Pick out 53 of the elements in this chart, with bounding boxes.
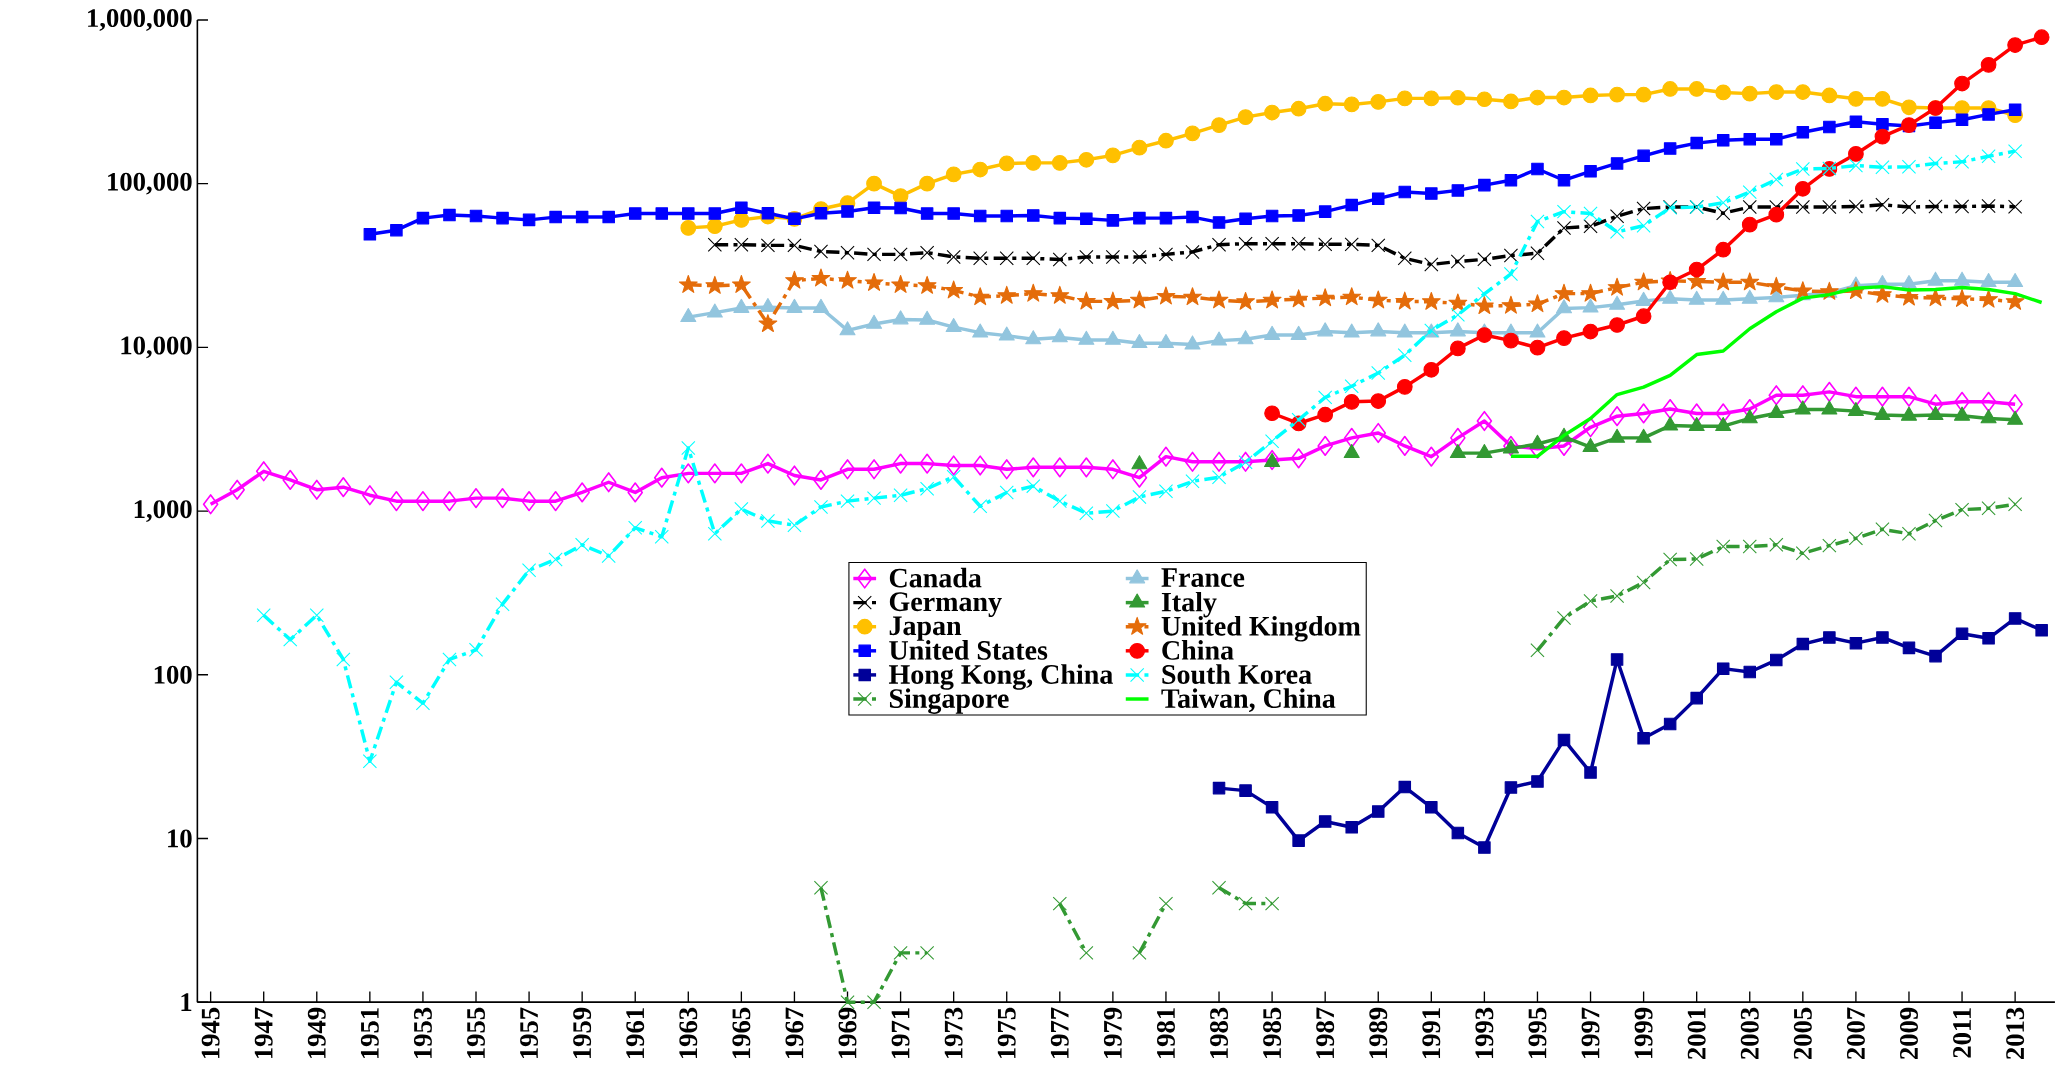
y-tick-label: 100 [154, 665, 192, 684]
x-tick-label: 2011 [1953, 1008, 1972, 1058]
legend-label: Italy [1161, 591, 1217, 618]
y-tick-label: 10 [168, 829, 192, 848]
x-tick-label: 1987 [1316, 1007, 1335, 1058]
x-tick-label: 1949 [307, 1007, 326, 1058]
x-tick-label: 1977 [1050, 1007, 1069, 1058]
legend-label: South Korea [1162, 664, 1312, 684]
y-tick-label: 10,000 [121, 336, 192, 359]
x-tick-label: 2001 [1687, 1008, 1706, 1060]
x-tick-label: 2007 [1846, 1007, 1865, 1060]
x-tick-label: 1979 [1103, 1007, 1122, 1058]
legend-label: China [1162, 640, 1234, 660]
x-tick-label: 1951 [360, 1008, 379, 1058]
x-tick-label: 2005 [1793, 1007, 1812, 1060]
x-tick-label: 1965 [732, 1007, 751, 1058]
x-tick-label: 1997 [1581, 1007, 1600, 1058]
legend-label: Canada [889, 567, 982, 588]
x-tick-label: 1993 [1475, 1007, 1494, 1058]
x-tick-label: 1955 [467, 1007, 485, 1058]
x-tick-label: 1981 [1156, 1008, 1175, 1058]
legend-label: Japan [889, 616, 962, 641]
x-tick-label: 1953 [413, 1007, 432, 1058]
x-tick-label: 1975 [997, 1007, 1016, 1058]
x-tick-label: 2013 [2006, 1007, 2025, 1060]
legend-label: Germany [889, 592, 1002, 617]
x-tick-label: 1959 [573, 1007, 592, 1058]
x-tick-label: 1999 [1634, 1007, 1653, 1058]
x-tick-label: 1969 [838, 1007, 857, 1058]
y-tick-label: 1 [181, 993, 192, 1011]
x-tick-label: 1991 [1422, 1008, 1441, 1058]
y-tick-label: 100,000 [108, 172, 192, 195]
x-tick-label: 1989 [1369, 1007, 1388, 1058]
x-tick-label: 1973 [944, 1007, 963, 1058]
legend-label: France [1161, 568, 1245, 587]
x-tick-label: 1971 [891, 1008, 910, 1058]
x-tick-label: 1995 [1528, 1007, 1547, 1058]
x-tick-label: 1963 [679, 1007, 698, 1058]
legend-label: United States [889, 640, 1048, 660]
legend-label: Hong Kong, China [888, 664, 1113, 690]
x-tick-label: 1983 [1210, 1007, 1229, 1058]
x-tick-label: 1947 [254, 1007, 273, 1058]
x-tick-label: 1957 [520, 1007, 539, 1058]
x-tick-label: 1961 [626, 1008, 645, 1058]
x-tick-label: 1945 [201, 1007, 220, 1058]
x-tick-label: 1967 [785, 1007, 804, 1058]
x-tick-label: 2003 [1740, 1007, 1759, 1060]
y-tick-label: 1,000,000 [88, 8, 192, 31]
x-tick-label: 2009 [1899, 1007, 1918, 1060]
y-tick-label: 1,000 [134, 500, 192, 522]
legend-label: Singapore [889, 688, 1009, 714]
legend-label: Taiwan, China [1161, 688, 1336, 712]
x-tick-label: 1985 [1263, 1007, 1282, 1058]
